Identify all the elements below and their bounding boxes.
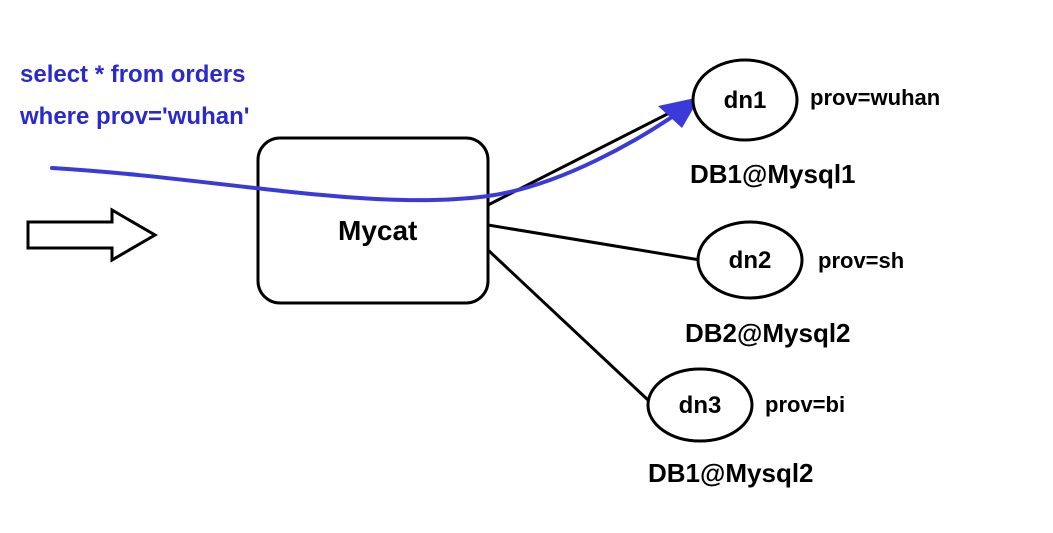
node-dn3: dn3 prov=bi DB1@Mysql2: [648, 369, 845, 488]
nodes-group: dn1 prov=wuhan DB1@Mysql1 dn2 prov=sh DB2@Mys…: [648, 60, 940, 488]
connectors-group: [488, 100, 700, 400]
connector-3: [488, 250, 648, 400]
db-label-dn3: DB1@Mysql2: [648, 458, 814, 488]
db-label-dn1: DB1@Mysql1: [690, 159, 856, 189]
input-arrow: [28, 210, 155, 260]
prov-label-dn1: prov=wuhan: [810, 85, 940, 110]
connector-2: [488, 225, 700, 260]
mycat-label: Mycat: [338, 215, 417, 246]
diagram-canvas: select * from orders where prov='wuhan' …: [0, 0, 1053, 533]
node-label-dn3: dn3: [679, 392, 722, 419]
node-dn2: dn2 prov=sh DB2@Mysql2: [685, 222, 904, 348]
prov-label-dn2: prov=sh: [818, 248, 904, 273]
node-label-dn2: dn2: [729, 247, 772, 274]
prov-label-dn3: prov=bi: [765, 392, 845, 417]
db-label-dn2: DB2@Mysql2: [685, 318, 851, 348]
node-dn1: dn1 prov=wuhan DB1@Mysql1: [690, 60, 940, 189]
query-line1: select * from orders: [20, 61, 245, 88]
query-line2: where prov='wuhan': [19, 103, 249, 130]
node-label-dn1: dn1: [724, 87, 767, 114]
